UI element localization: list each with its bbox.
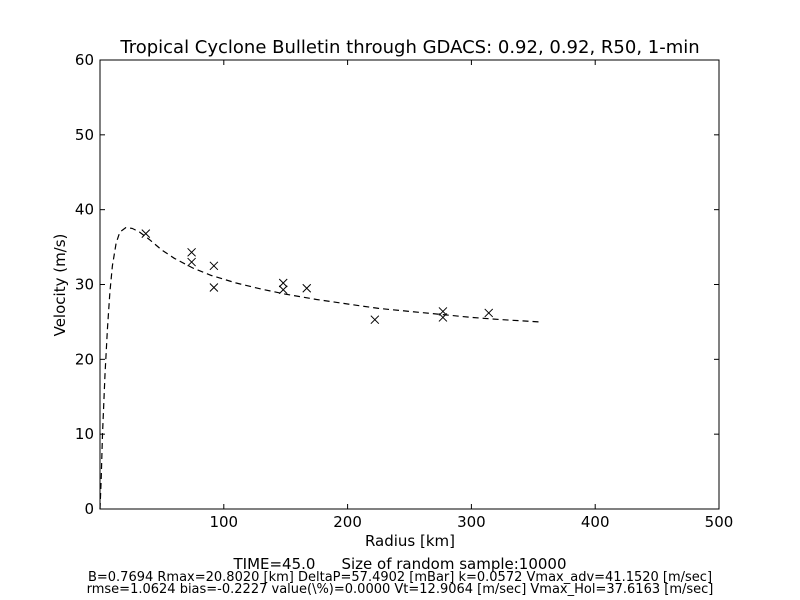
observation-point [278, 285, 288, 295]
x-tick-label: 400 [581, 513, 610, 531]
observation-point [278, 278, 288, 288]
x-tick-label: 500 [705, 513, 734, 531]
y-axis-label: Velocity (m/s) [51, 234, 69, 337]
x-tick-label: 300 [457, 513, 486, 531]
x-axis-label: Radius [km] [365, 532, 455, 550]
y-tick-label: 20 [75, 350, 94, 368]
observation-point [141, 229, 151, 238]
footer-time-line: TIME=45.0 Size of random sample:10000 [0, 555, 800, 573]
y-tick-label: 10 [75, 425, 94, 443]
observation-point [209, 261, 219, 271]
observation-point [187, 257, 196, 267]
plot-frame [99, 59, 720, 510]
y-tick-label: 50 [75, 126, 94, 144]
y-tick-label: 40 [75, 201, 94, 219]
x-tick-label: 200 [333, 513, 362, 531]
observation-point [370, 315, 380, 325]
footer-time: TIME=45.0 [233, 555, 316, 573]
observation-point [484, 308, 494, 318]
observation-point [209, 283, 219, 292]
footer-parameters: B=0.7694 Rmax=20.8020 [km] DeltaP=57.490… [87, 570, 713, 585]
x-tick-label: 100 [209, 513, 238, 531]
footer-sample-size: Size of random sample:10000 [341, 555, 567, 573]
observation-point [302, 283, 312, 293]
footer-statistics: rmse=1.0624 bias=-0.2227 value(\%)=0.000… [86, 582, 714, 597]
fitted-profile-line [99, 226, 540, 510]
y-tick-label: 60 [75, 51, 94, 69]
y-tick-label: 30 [75, 276, 94, 294]
y-tick-label: 0 [84, 500, 94, 518]
plot-area: 100 200 300 400 500 0 10 20 30 40 50 60 [75, 51, 733, 531]
chart-title: Tropical Cyclone Bulletin through GDACS:… [119, 37, 699, 58]
observation-point [187, 247, 196, 257]
